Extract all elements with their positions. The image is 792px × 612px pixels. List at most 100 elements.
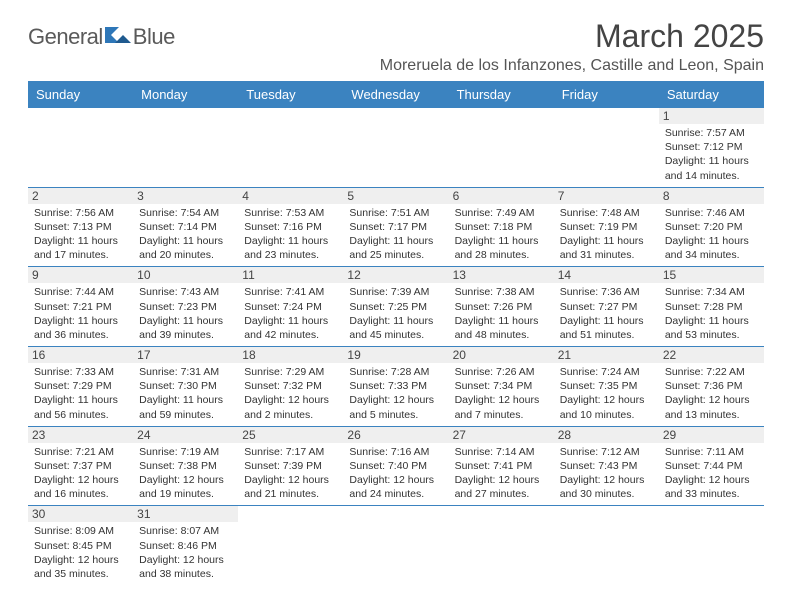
sunset-text: Sunset: 7:35 PM xyxy=(560,379,653,393)
day-number: 30 xyxy=(28,506,133,522)
weekday-header: Saturday xyxy=(659,81,764,108)
sunrise-text: Sunrise: 7:57 AM xyxy=(665,126,758,140)
daylight-text: Daylight: 11 hours and 51 minutes. xyxy=(560,314,653,342)
day-info: Sunrise: 7:17 AMSunset: 7:39 PMDaylight:… xyxy=(244,445,337,502)
calendar-cell xyxy=(449,506,554,585)
flag-icon xyxy=(105,25,131,50)
sunset-text: Sunset: 7:33 PM xyxy=(349,379,442,393)
sunrise-text: Sunrise: 7:19 AM xyxy=(139,445,232,459)
day-info: Sunrise: 7:11 AMSunset: 7:44 PMDaylight:… xyxy=(665,445,758,502)
sunset-text: Sunset: 7:18 PM xyxy=(455,220,548,234)
daylight-text: Daylight: 11 hours and 20 minutes. xyxy=(139,234,232,262)
day-info: Sunrise: 7:39 AMSunset: 7:25 PMDaylight:… xyxy=(349,285,442,342)
header: General Blue March 2025 Moreruela de los… xyxy=(28,18,764,75)
day-info: Sunrise: 7:24 AMSunset: 7:35 PMDaylight:… xyxy=(560,365,653,422)
daylight-text: Daylight: 11 hours and 42 minutes. xyxy=(244,314,337,342)
daylight-text: Daylight: 11 hours and 45 minutes. xyxy=(349,314,442,342)
sunset-text: Sunset: 7:37 PM xyxy=(34,459,127,473)
sunset-text: Sunset: 8:46 PM xyxy=(139,539,232,553)
sunset-text: Sunset: 7:44 PM xyxy=(665,459,758,473)
day-info: Sunrise: 7:12 AMSunset: 7:43 PMDaylight:… xyxy=(560,445,653,502)
calendar-cell: 27Sunrise: 7:14 AMSunset: 7:41 PMDayligh… xyxy=(449,426,554,506)
day-number: 21 xyxy=(554,347,659,363)
calendar-cell xyxy=(554,506,659,585)
sunrise-text: Sunrise: 7:28 AM xyxy=(349,365,442,379)
day-number: 20 xyxy=(449,347,554,363)
calendar-cell: 7Sunrise: 7:48 AMSunset: 7:19 PMDaylight… xyxy=(554,187,659,267)
calendar-cell: 29 Sunrise: 7:11 AMSunset: 7:44 PMDayligh… xyxy=(659,426,764,506)
calendar-cell xyxy=(554,108,659,187)
day-info: Sunrise: 7:33 AMSunset: 7:29 PMDaylight:… xyxy=(34,365,127,422)
sunset-text: Sunset: 7:27 PM xyxy=(560,300,653,314)
day-number: 26 xyxy=(343,427,448,443)
day-number: 29 xyxy=(659,427,764,443)
sunset-text: Sunset: 7:26 PM xyxy=(455,300,548,314)
sunrise-text: Sunrise: 7:39 AM xyxy=(349,285,442,299)
daylight-text: Daylight: 11 hours and 53 minutes. xyxy=(665,314,758,342)
day-number: 8 xyxy=(659,188,764,204)
daylight-text: Daylight: 11 hours and 34 minutes. xyxy=(665,234,758,262)
day-info: Sunrise: 7:48 AMSunset: 7:19 PMDaylight:… xyxy=(560,206,653,263)
weekday-header: Sunday xyxy=(28,81,133,108)
day-info: Sunrise: 7:36 AMSunset: 7:27 PMDaylight:… xyxy=(560,285,653,342)
day-info: Sunrise: 7:51 AMSunset: 7:17 PMDaylight:… xyxy=(349,206,442,263)
calendar-cell: 17Sunrise: 7:31 AMSunset: 7:30 PMDayligh… xyxy=(133,347,238,427)
sunrise-text: Sunrise: 7:29 AM xyxy=(244,365,337,379)
day-number: 11 xyxy=(238,267,343,283)
daylight-text: Daylight: 11 hours and 23 minutes. xyxy=(244,234,337,262)
daylight-text: Daylight: 12 hours and 27 minutes. xyxy=(455,473,548,501)
calendar-cell: 16Sunrise: 7:33 AMSunset: 7:29 PMDayligh… xyxy=(28,347,133,427)
day-number: 3 xyxy=(133,188,238,204)
sunset-text: Sunset: 7:41 PM xyxy=(455,459,548,473)
day-info: Sunrise: 7:16 AMSunset: 7:40 PMDaylight:… xyxy=(349,445,442,502)
logo: General Blue xyxy=(28,24,175,50)
day-number: 28 xyxy=(554,427,659,443)
daylight-text: Daylight: 12 hours and 10 minutes. xyxy=(560,393,653,421)
month-title: March 2025 xyxy=(380,18,764,55)
daylight-text: Daylight: 12 hours and 19 minutes. xyxy=(139,473,232,501)
daylight-text: Daylight: 12 hours and 35 minutes. xyxy=(34,553,127,581)
calendar-cell: 21 Sunrise: 7:24 AMSunset: 7:35 PMDayligh… xyxy=(554,347,659,427)
calendar-cell: 25Sunrise: 7:17 AMSunset: 7:39 PMDayligh… xyxy=(238,426,343,506)
calendar-cell xyxy=(28,108,133,187)
sunset-text: Sunset: 7:40 PM xyxy=(349,459,442,473)
day-number: 13 xyxy=(449,267,554,283)
sunset-text: Sunset: 7:14 PM xyxy=(139,220,232,234)
daylight-text: Daylight: 12 hours and 16 minutes. xyxy=(34,473,127,501)
day-info: Sunrise: 7:56 AMSunset: 7:13 PMDaylight:… xyxy=(34,206,127,263)
calendar-cell xyxy=(238,506,343,585)
daylight-text: Daylight: 12 hours and 5 minutes. xyxy=(349,393,442,421)
sunset-text: Sunset: 7:30 PM xyxy=(139,379,232,393)
calendar-cell: 30Sunrise: 8:09 AMSunset: 8:45 PMDayligh… xyxy=(28,506,133,585)
daylight-text: Daylight: 11 hours and 28 minutes. xyxy=(455,234,548,262)
sunrise-text: Sunrise: 7:41 AM xyxy=(244,285,337,299)
weekday-header: Tuesday xyxy=(238,81,343,108)
day-info: Sunrise: 8:07 AMSunset: 8:46 PMDaylight:… xyxy=(139,524,232,581)
sunset-text: Sunset: 7:39 PM xyxy=(244,459,337,473)
daylight-text: Daylight: 11 hours and 14 minutes. xyxy=(665,154,758,182)
calendar-cell: 1Sunrise: 7:57 AMSunset: 7:12 PMDaylight… xyxy=(659,108,764,187)
day-number: 23 xyxy=(28,427,133,443)
daylight-text: Daylight: 12 hours and 7 minutes. xyxy=(455,393,548,421)
sunrise-text: Sunrise: 7:31 AM xyxy=(139,365,232,379)
day-info: Sunrise: 7:53 AMSunset: 7:16 PMDaylight:… xyxy=(244,206,337,263)
calendar-week-row: 9Sunrise: 7:44 AMSunset: 7:21 PMDaylight… xyxy=(28,267,764,347)
sunrise-text: Sunrise: 7:14 AM xyxy=(455,445,548,459)
calendar-cell: 6Sunrise: 7:49 AMSunset: 7:18 PMDaylight… xyxy=(449,187,554,267)
sunrise-text: Sunrise: 7:54 AM xyxy=(139,206,232,220)
daylight-text: Daylight: 11 hours and 25 minutes. xyxy=(349,234,442,262)
sunset-text: Sunset: 7:34 PM xyxy=(455,379,548,393)
calendar-cell: 10Sunrise: 7:43 AMSunset: 7:23 PMDayligh… xyxy=(133,267,238,347)
sunset-text: Sunset: 7:38 PM xyxy=(139,459,232,473)
day-info: Sunrise: 7:28 AMSunset: 7:33 PMDaylight:… xyxy=(349,365,442,422)
day-number: 17 xyxy=(133,347,238,363)
day-info: Sunrise: 7:34 AMSunset: 7:28 PMDaylight:… xyxy=(665,285,758,342)
location: Moreruela de los Infanzones, Castille an… xyxy=(380,57,764,75)
calendar-cell xyxy=(343,506,448,585)
weekday-header: Wednesday xyxy=(343,81,448,108)
calendar-table: Sunday Monday Tuesday Wednesday Thursday… xyxy=(28,81,764,585)
sunset-text: Sunset: 7:29 PM xyxy=(34,379,127,393)
sunset-text: Sunset: 8:45 PM xyxy=(34,539,127,553)
day-info: Sunrise: 7:26 AMSunset: 7:34 PMDaylight:… xyxy=(455,365,548,422)
day-number: 1 xyxy=(659,108,764,124)
